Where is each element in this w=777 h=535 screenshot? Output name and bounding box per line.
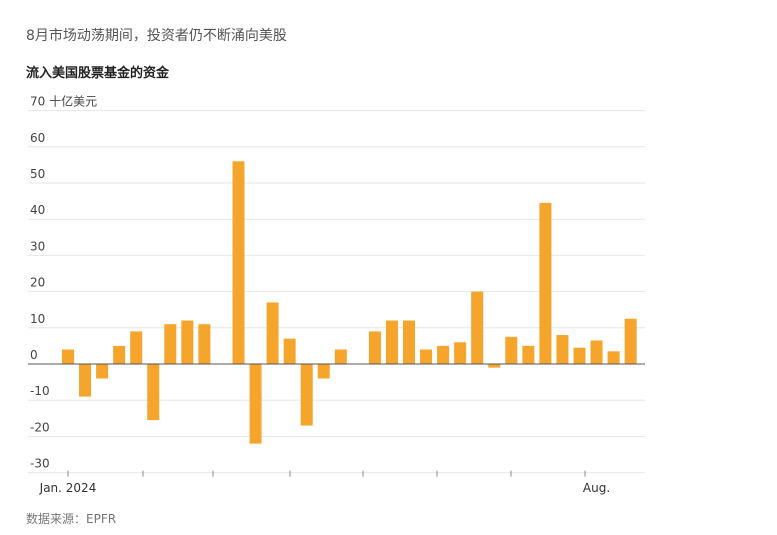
bar bbox=[368, 331, 381, 364]
x-tick-label: Jan. 2024 bbox=[39, 481, 97, 495]
y-tick-label: 70 十亿美元 bbox=[30, 94, 97, 109]
chart-subtitle: 8月市场动荡期间，投资者仍不断涌向美股 bbox=[26, 27, 287, 44]
bar bbox=[573, 347, 586, 364]
bar bbox=[249, 364, 262, 444]
bar bbox=[505, 336, 518, 364]
bar bbox=[300, 364, 313, 426]
bar bbox=[334, 349, 347, 364]
y-tick-label: 30 bbox=[30, 239, 45, 253]
bar bbox=[403, 320, 415, 364]
bar bbox=[624, 318, 637, 364]
bar bbox=[556, 335, 569, 364]
bar bbox=[62, 349, 74, 364]
y-tick-label: 10 bbox=[30, 312, 45, 326]
y-tick-label: 40 bbox=[30, 203, 45, 217]
y-tick-label: 60 bbox=[30, 131, 45, 145]
bar bbox=[522, 345, 535, 364]
bar bbox=[147, 364, 160, 421]
bar bbox=[590, 340, 603, 364]
bar bbox=[113, 345, 126, 364]
x-tick-label: Aug. bbox=[583, 481, 610, 495]
y-tick-label: -20 bbox=[30, 420, 50, 434]
bar bbox=[164, 324, 177, 364]
bar bbox=[607, 351, 620, 364]
bar bbox=[385, 320, 398, 364]
bar bbox=[539, 202, 552, 364]
bar bbox=[283, 338, 296, 364]
bar bbox=[181, 320, 194, 364]
chart-title: 流入美国股票基金的资金 bbox=[26, 65, 170, 81]
bar bbox=[437, 345, 450, 364]
bar bbox=[96, 364, 109, 379]
y-tick-label: 50 bbox=[30, 167, 45, 181]
bar bbox=[488, 364, 501, 368]
bar bbox=[454, 342, 467, 364]
y-tick-label: 0 bbox=[30, 348, 38, 362]
bar bbox=[266, 302, 279, 364]
bar bbox=[471, 291, 484, 364]
bar bbox=[232, 161, 245, 364]
bar bbox=[317, 364, 330, 379]
bar bbox=[420, 349, 433, 364]
bar bbox=[79, 364, 92, 397]
y-tick-label: -30 bbox=[30, 457, 50, 471]
y-tick-label: -10 bbox=[30, 384, 50, 398]
y-tick-label: 20 bbox=[30, 276, 45, 290]
source: 数据来源：EPFR bbox=[26, 511, 116, 526]
bar bbox=[130, 331, 143, 364]
bar bbox=[198, 324, 211, 364]
